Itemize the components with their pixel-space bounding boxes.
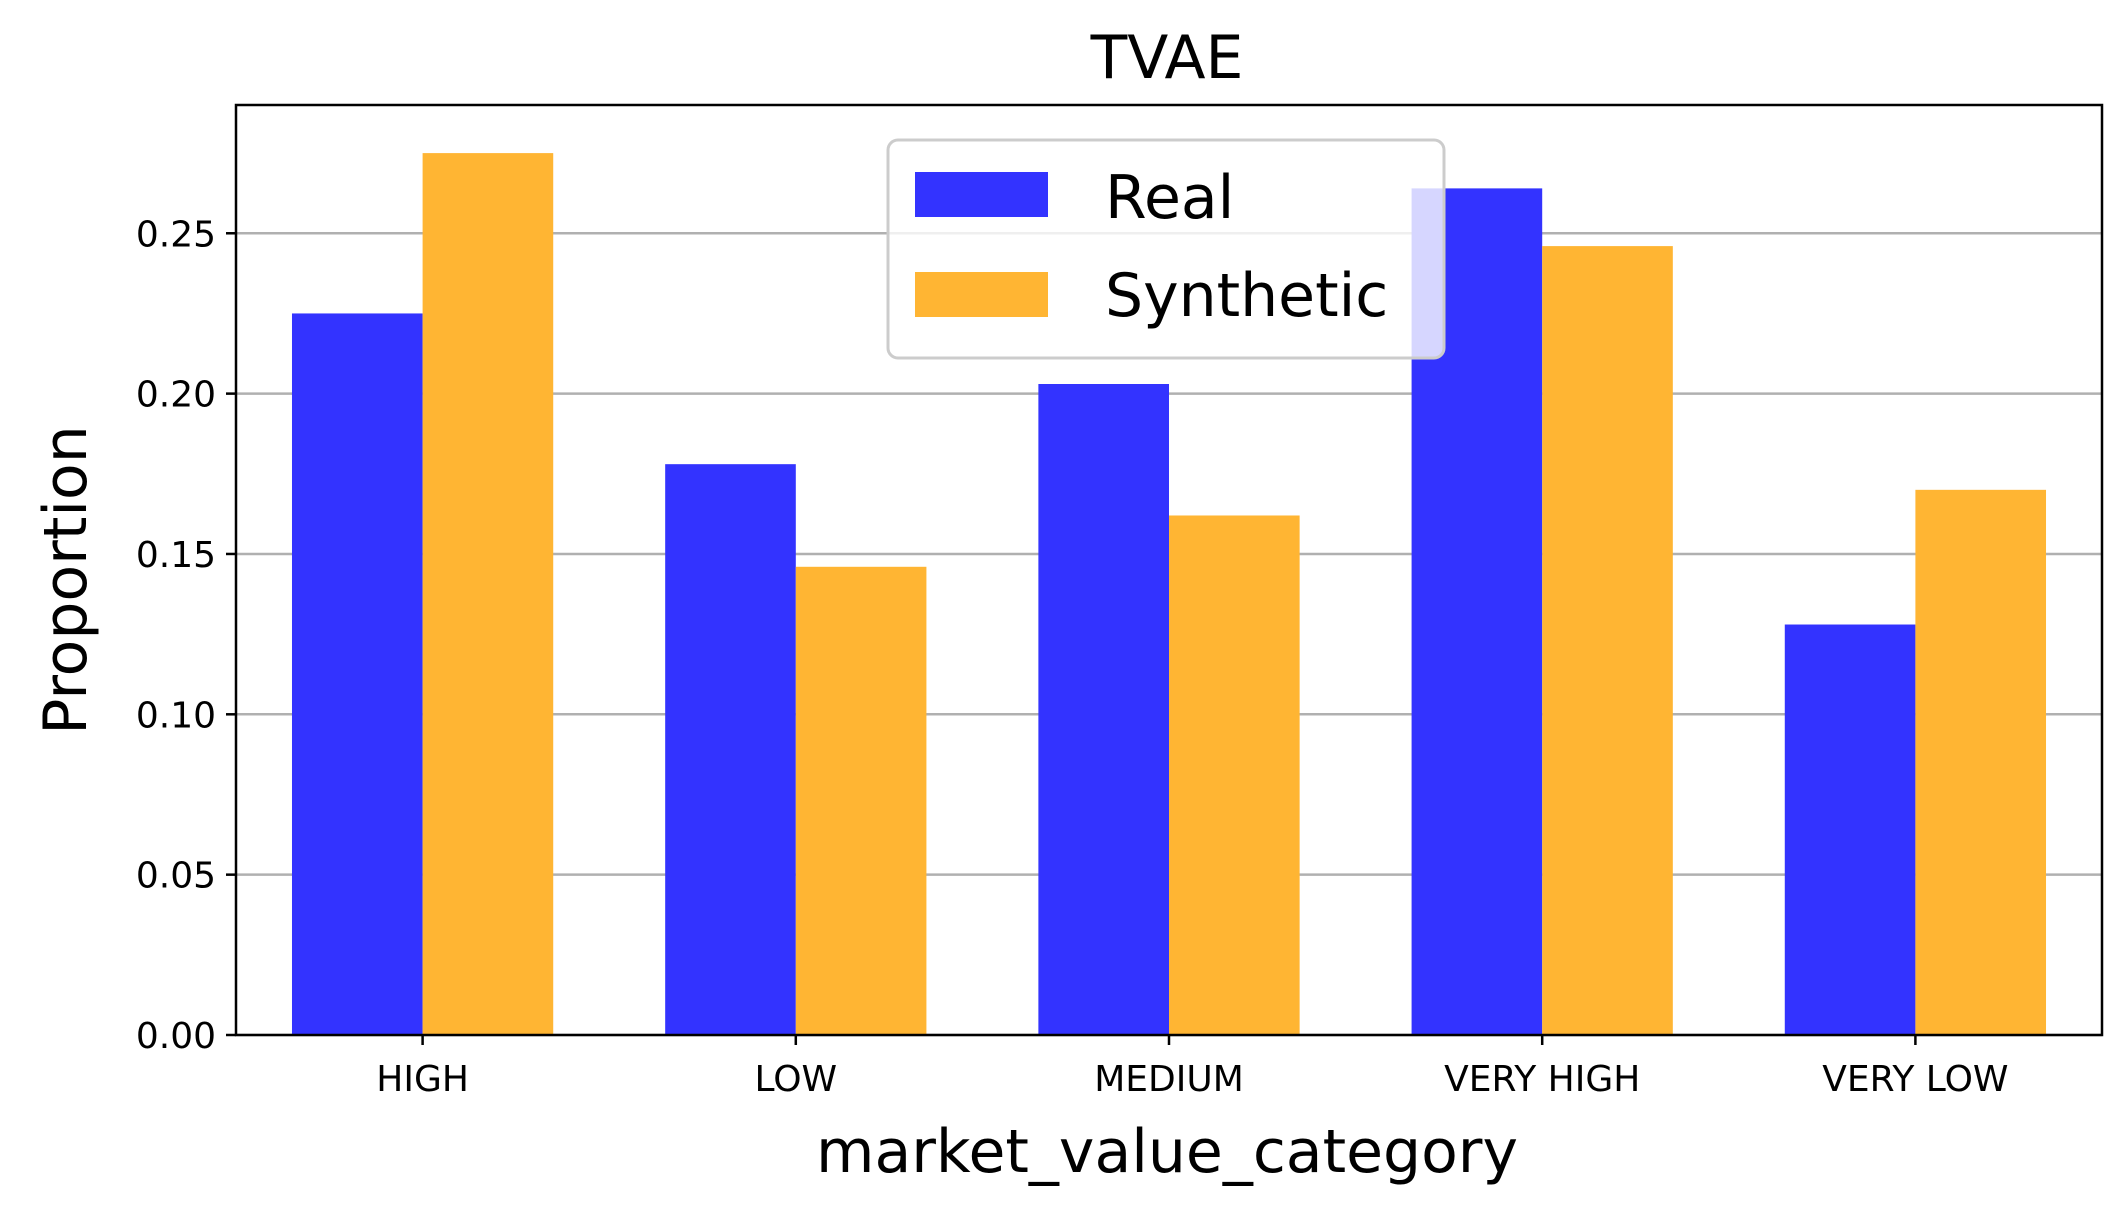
- y-axis-label: Proportion: [31, 425, 101, 735]
- legend-swatch-real: [915, 172, 1048, 217]
- chart-title: TVAE: [1090, 23, 1244, 93]
- bar-synthetic-high: [422, 153, 554, 1035]
- legend-swatch-synthetic: [915, 272, 1048, 317]
- bar-synthetic-very-high: [1542, 246, 1673, 1035]
- y-tick-label: 0.25: [136, 214, 216, 255]
- y-tick-label: 0.20: [136, 375, 216, 416]
- y-tick-label: 0.15: [136, 535, 216, 576]
- x-tick-label: VERY LOW: [1822, 1059, 2008, 1100]
- bar-synthetic-low: [795, 566, 927, 1035]
- x-axis-label: market_value_category: [816, 1117, 1518, 1187]
- bars: [291, 153, 2047, 1036]
- bar-real-medium: [1038, 384, 1169, 1035]
- x-tick-label: LOW: [754, 1059, 837, 1100]
- bar-real-very-low: [1784, 624, 1916, 1035]
- legend: Real Synthetic: [886, 138, 1446, 360]
- legend-label-real: Real: [1105, 163, 1234, 233]
- x-axis-ticks: HIGH LOW MEDIUM VERY HIGH VERY LOW: [376, 1035, 2009, 1100]
- y-axis-ticks: 0.00 0.05 0.10 0.15 0.20 0.25: [136, 214, 236, 1057]
- bar-real-high: [291, 313, 423, 1036]
- bar-synthetic-very-low: [1915, 489, 2047, 1035]
- y-tick-label: 0.05: [136, 856, 216, 897]
- bar-synthetic-medium: [1169, 515, 1300, 1035]
- x-tick-label: VERY HIGH: [1444, 1059, 1640, 1100]
- y-tick-label: 0.00: [136, 1016, 216, 1057]
- x-tick-label: HIGH: [376, 1059, 469, 1100]
- y-tick-label: 0.10: [136, 695, 216, 736]
- legend-label-synthetic: Synthetic: [1105, 261, 1388, 331]
- x-tick-label: MEDIUM: [1094, 1059, 1244, 1100]
- bar-real-low: [665, 464, 796, 1035]
